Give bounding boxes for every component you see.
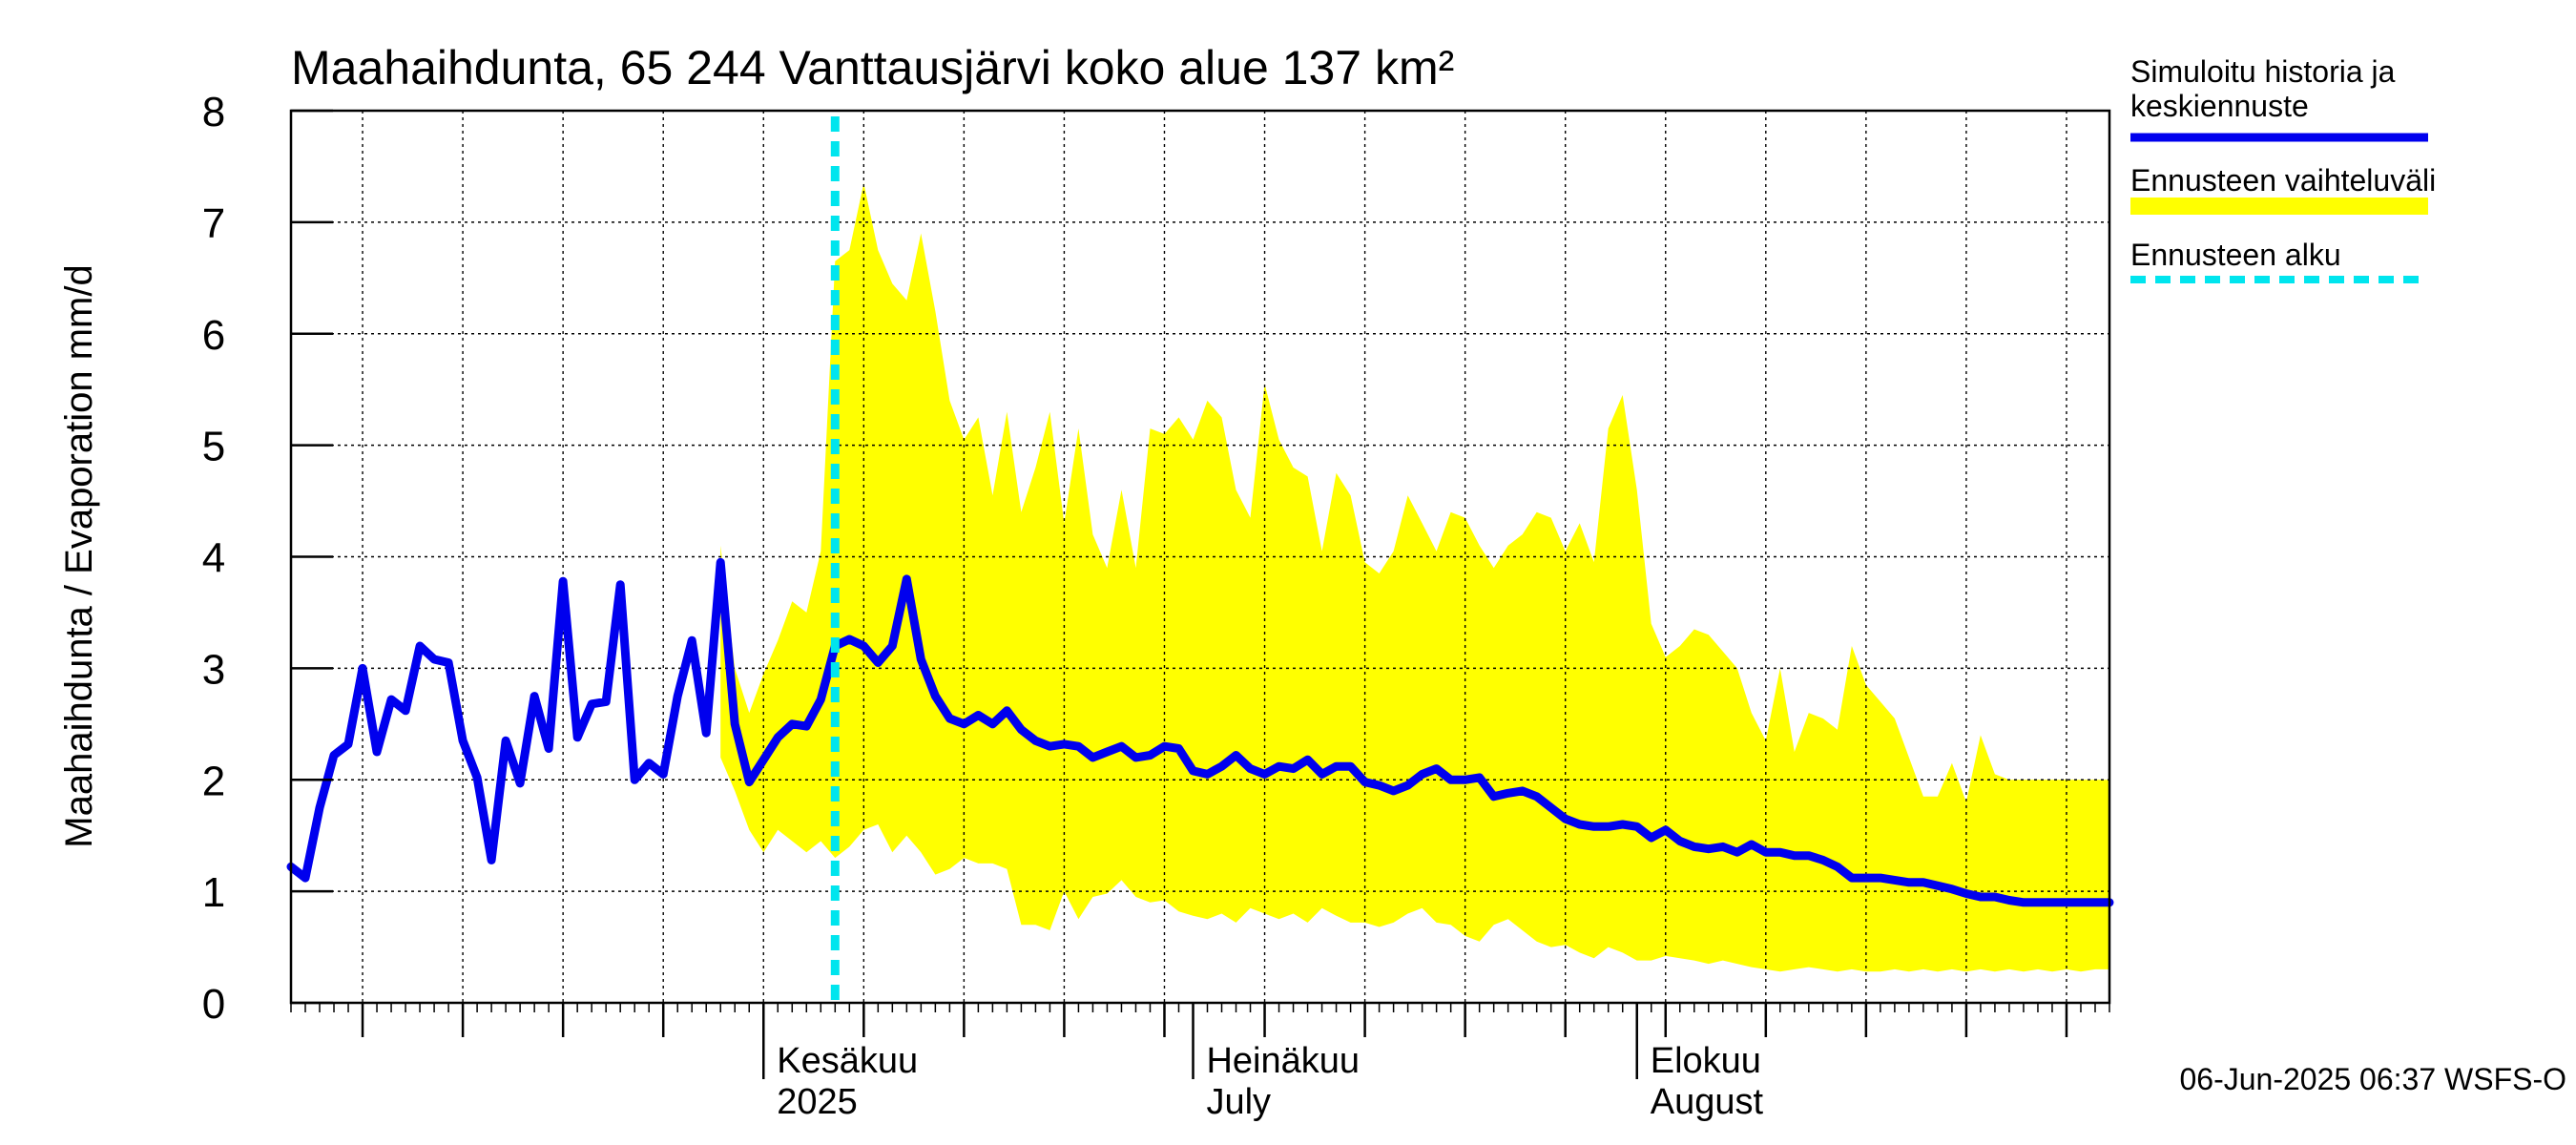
y-tick-label: 8	[202, 89, 225, 135]
legend-sublabel: keskiennuste	[2130, 89, 2309, 123]
grid	[291, 111, 2109, 1003]
month-sublabel: 2025	[777, 1082, 858, 1122]
month-label: Kesäkuu	[777, 1041, 918, 1081]
forecast-range-band	[720, 183, 2110, 972]
y-tick-labels: 0 1 2 3 4 5 6 7 8	[202, 89, 225, 1028]
timestamp: 06-Jun-2025 06:37 WSFS-O	[2179, 1062, 2566, 1096]
y-tick-label: 7	[202, 200, 225, 247]
mean-series-line	[286, 557, 2114, 907]
y-tick-label: 3	[202, 646, 225, 693]
legend-swatch-band	[2130, 198, 2428, 215]
forecast-range-area	[720, 183, 2110, 972]
mean-series	[286, 116, 2114, 1003]
y-tick-label: 0	[202, 981, 225, 1028]
y-tick-label: 1	[202, 869, 225, 916]
legend-label: Ennusteen alku	[2130, 238, 2341, 272]
legend-label: Simuloitu historia ja	[2130, 54, 2396, 89]
y-axis-label: Maahaihdunta / Evaporation mm/d	[58, 264, 100, 847]
y-tick-label: 6	[202, 312, 225, 359]
y-tick-label: 5	[202, 424, 225, 470]
month-label: Elokuu	[1651, 1041, 1761, 1081]
y-tick-label: 2	[202, 758, 225, 804]
month-sublabel: July	[1206, 1082, 1271, 1122]
legend-label: Ennusteen vaihteluväli	[2130, 163, 2436, 198]
month-label: Heinäkuu	[1206, 1041, 1360, 1081]
axes	[289, 109, 2111, 1037]
y-tick-label: 4	[202, 535, 225, 582]
chart-title: Maahaihdunta, 65 244 Vanttausjärvi koko …	[291, 41, 1454, 94]
month-sublabel: August	[1651, 1082, 1764, 1122]
